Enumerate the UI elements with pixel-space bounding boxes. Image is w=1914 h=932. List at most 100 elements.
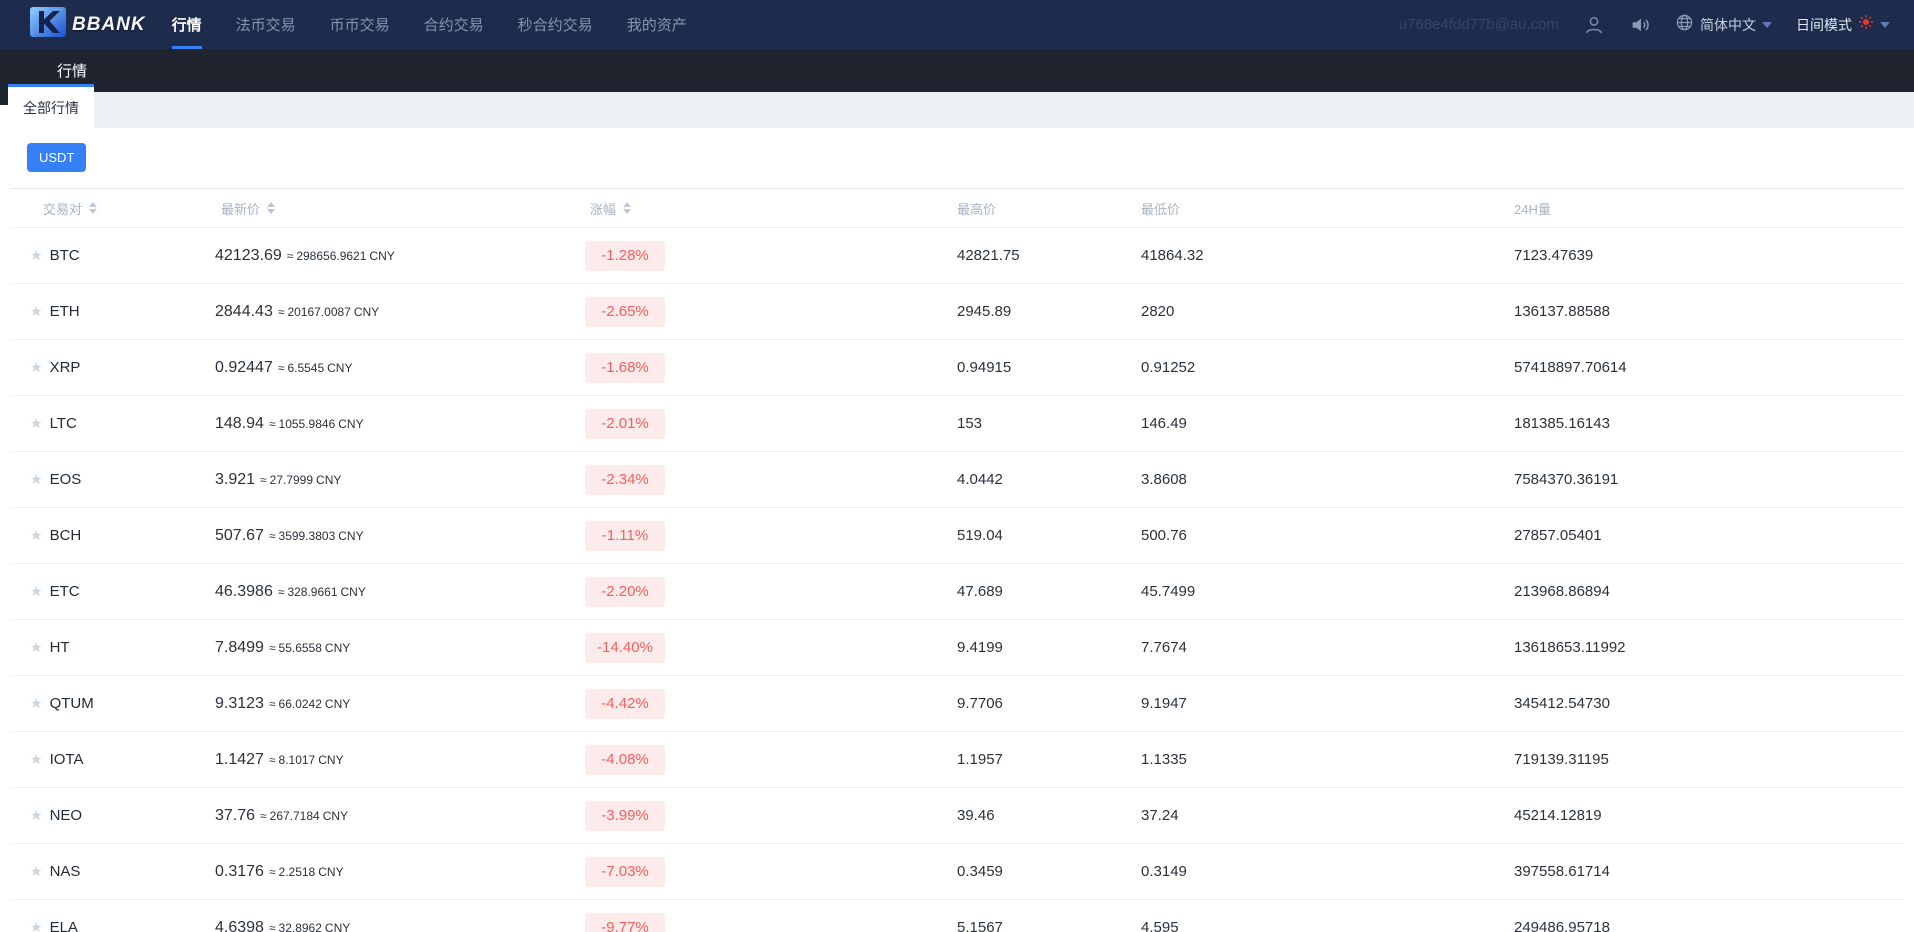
high-price: 9.4199 xyxy=(957,639,1003,656)
nav-item-my-assets[interactable]: 我的资产 xyxy=(626,17,687,34)
table-row[interactable]: ★ QTUM 9.3123 ≈ 66.0242 CNY -4.42% 9.770… xyxy=(10,676,1904,732)
high-price: 0.3459 xyxy=(957,863,1003,880)
favorite-star-icon[interactable]: ★ xyxy=(30,695,43,711)
nav-item-market[interactable]: 行情 xyxy=(171,0,202,49)
cny-value: 55.6558 xyxy=(278,640,322,655)
header-pair[interactable]: 交易对 xyxy=(30,199,215,218)
last-price-cell: 0.92447 ≈ 6.5545 CNY xyxy=(215,359,585,377)
table-row[interactable]: ★ HT 7.8499 ≈ 55.6558 CNY -14.40% 9.4199… xyxy=(10,620,1904,676)
pair-cell: ★ XRP xyxy=(30,359,215,376)
cny-value: 27.7999 xyxy=(269,472,314,487)
cny-approx: ≈ 328.9661 CNY xyxy=(277,584,366,599)
cny-value: 1055.9846 xyxy=(278,416,336,431)
header-low: 最低价 xyxy=(1141,201,1181,217)
table-row[interactable]: ★ ELA 4.6398 ≈ 32.8962 CNY -9.77% 5.1567… xyxy=(10,900,1904,932)
cny-approx: ≈ 6.5545 CNY xyxy=(277,360,353,375)
cny-approx: ≈ 1055.9846 CNY xyxy=(268,416,364,431)
change-cell: -2.01% xyxy=(585,408,957,439)
table-row[interactable]: ★ NAS 0.3176 ≈ 2.2518 CNY -7.03% 0.3459 … xyxy=(10,844,1904,900)
favorite-star-icon[interactable]: ★ xyxy=(30,807,43,823)
change-cell: -2.34% xyxy=(585,464,957,495)
nav-item-contract-trade[interactable]: 合约交易 xyxy=(423,17,484,34)
favorite-star-icon[interactable]: ★ xyxy=(30,863,43,879)
low-price: 500.76 xyxy=(1141,527,1187,544)
low-price: 3.8608 xyxy=(1141,471,1187,488)
low-price: 9.1947 xyxy=(1141,695,1187,712)
favorite-star-icon[interactable]: ★ xyxy=(30,639,43,655)
cny-value: 298656.9621 xyxy=(296,248,367,263)
sort-carets-icon[interactable] xyxy=(623,202,632,214)
header-change[interactable]: 涨幅 xyxy=(585,199,957,218)
change-badge: -2.20% xyxy=(585,576,665,607)
cny-approx: ≈ 55.6558 CNY xyxy=(268,640,351,655)
cny-approx: ≈ 66.0242 CNY xyxy=(268,696,351,711)
pair-cell: ★ ETH xyxy=(30,303,215,320)
last-price: 507.67 xyxy=(215,526,264,544)
favorite-star-icon[interactable]: ★ xyxy=(30,415,43,431)
favorite-star-icon[interactable]: ★ xyxy=(30,527,43,543)
favorite-star-icon[interactable]: ★ xyxy=(30,471,43,487)
pair-cell: ★ ETC xyxy=(30,583,215,600)
cny-approx: ≈ 20167.0087 CNY xyxy=(277,304,380,319)
last-price: 1.1427 xyxy=(215,750,264,768)
change-badge: -3.99% xyxy=(585,800,665,831)
favorite-star-icon[interactable]: ★ xyxy=(30,751,43,767)
language-label: 简体中文 xyxy=(1700,16,1756,33)
theme-selector[interactable]: 日间模式 xyxy=(1796,14,1890,35)
last-price-cell: 7.8499 ≈ 55.6558 CNY xyxy=(215,639,585,657)
last-price-cell: 37.76 ≈ 267.7184 CNY xyxy=(215,807,585,825)
pair-symbol: BTC xyxy=(49,247,80,264)
table-row[interactable]: ★ EOS 3.921 ≈ 27.7999 CNY -2.34% 4.0442 … xyxy=(10,452,1904,508)
table-row[interactable]: ★ NEO 37.76 ≈ 267.7184 CNY -3.99% 39.46 … xyxy=(10,788,1904,844)
table-row[interactable]: ★ BCH 507.67 ≈ 3599.3803 CNY -1.11% 519.… xyxy=(10,508,1904,564)
table-row[interactable]: ★ ETC 46.3986 ≈ 328.9661 CNY -2.20% 47.6… xyxy=(10,564,1904,620)
table-row[interactable]: ★ ETH 2844.43 ≈ 20167.0087 CNY -2.65% 29… xyxy=(10,284,1904,340)
last-price-cell: 42123.69 ≈ 298656.9621 CNY xyxy=(215,247,585,265)
pair-symbol: XRP xyxy=(49,359,81,376)
last-price-cell: 148.94 ≈ 1055.9846 CNY xyxy=(215,415,585,433)
titlebar-corner xyxy=(0,92,8,105)
pair-cell: ★ NEO xyxy=(30,807,215,824)
volume-24h: 27857.05401 xyxy=(1514,527,1602,544)
low-price: 0.3149 xyxy=(1141,863,1187,880)
table-row[interactable]: ★ LTC 148.94 ≈ 1055.9846 CNY -2.01% 153 … xyxy=(10,396,1904,452)
nav-item-spot-trade[interactable]: 币币交易 xyxy=(329,17,390,34)
pair-cell: ★ LTC xyxy=(30,415,215,432)
favorite-star-icon[interactable]: ★ xyxy=(30,303,43,319)
last-price: 4.6398 xyxy=(215,918,264,932)
favorite-star-icon[interactable]: ★ xyxy=(30,583,43,599)
market-tabs: 全部行情 xyxy=(8,84,1914,128)
market-table: 交易对 最新价 涨幅 最高价 最低价 24H量 ★ BTC 42123.69 xyxy=(10,188,1904,932)
brand-logo[interactable]: BBANK xyxy=(30,7,146,42)
favorite-star-icon[interactable]: ★ xyxy=(30,919,43,932)
language-selector[interactable]: 简体中文 xyxy=(1675,13,1772,37)
table-row[interactable]: ★ BTC 42123.69 ≈ 298656.9621 CNY -1.28% … xyxy=(10,228,1904,284)
high-price: 39.46 xyxy=(957,807,995,824)
high-price: 42821.75 xyxy=(957,247,1020,264)
usdt-filter-button[interactable]: USDT xyxy=(27,143,87,172)
last-price: 42123.69 xyxy=(215,246,282,264)
low-price: 1.1335 xyxy=(1141,751,1187,768)
globe-icon xyxy=(1675,13,1694,37)
table-row[interactable]: ★ IOTA 1.1427 ≈ 8.1017 CNY -4.08% 1.1957… xyxy=(10,732,1904,788)
announcement-speaker-icon[interactable] xyxy=(1629,14,1651,36)
sort-carets-icon[interactable] xyxy=(89,202,98,214)
nav-item-fiat-trade[interactable]: 法币交易 xyxy=(235,17,296,34)
cny-approx: ≈ 3599.3803 CNY xyxy=(268,528,364,543)
last-price-cell: 4.6398 ≈ 32.8962 CNY xyxy=(215,919,585,932)
favorite-star-icon[interactable]: ★ xyxy=(30,247,43,263)
header-last-price[interactable]: 最新价 xyxy=(215,199,585,218)
sort-carets-icon[interactable] xyxy=(267,202,276,214)
favorite-star-icon[interactable]: ★ xyxy=(30,359,43,375)
table-row[interactable]: ★ XRP 0.92447 ≈ 6.5545 CNY -1.68% 0.9491… xyxy=(10,340,1904,396)
volume-24h: 13618653.11992 xyxy=(1514,639,1626,656)
volume-24h: 7123.47639 xyxy=(1514,247,1594,264)
tab-all-markets[interactable]: 全部行情 xyxy=(8,84,94,128)
change-badge: -7.03% xyxy=(585,856,665,887)
pair-cell: ★ QTUM xyxy=(30,695,215,712)
cny-approx: ≈ 8.1017 CNY xyxy=(268,752,344,767)
user-icon[interactable] xyxy=(1583,14,1605,36)
pair-cell: ★ BTC xyxy=(30,247,215,264)
account-email: u768e4fdd77b@au.com xyxy=(1398,16,1559,33)
nav-item-second-contract[interactable]: 秒合约交易 xyxy=(517,17,593,34)
